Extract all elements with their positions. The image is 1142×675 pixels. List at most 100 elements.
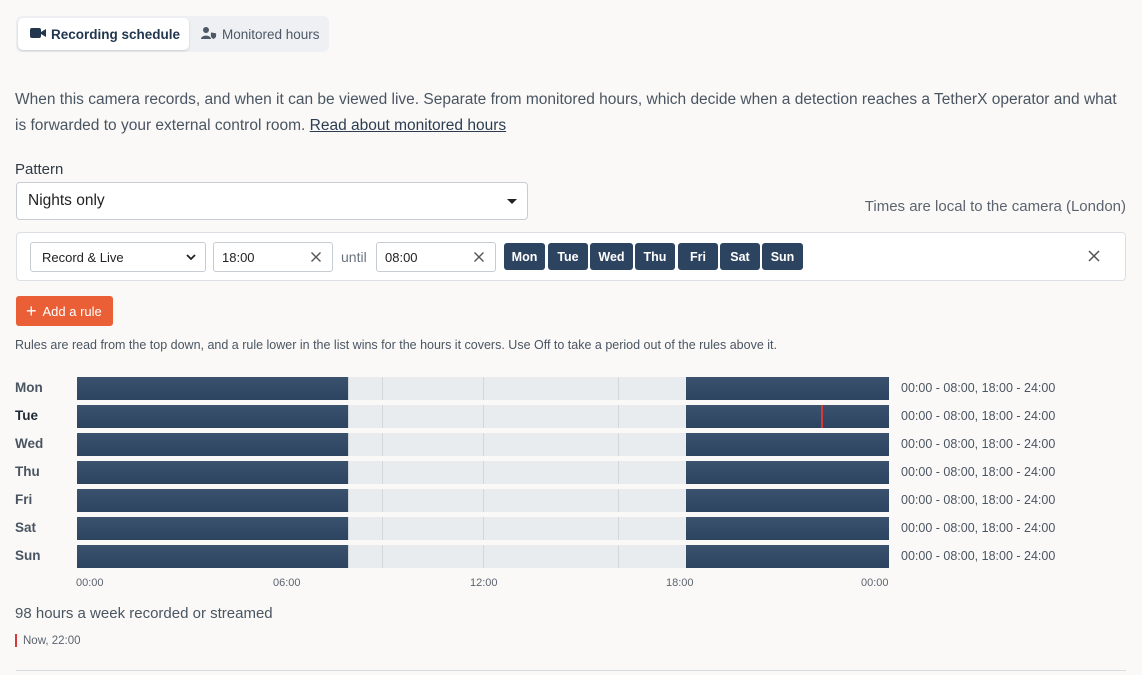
person-shield-icon	[201, 26, 222, 43]
axis-tick: 00:00	[76, 577, 104, 589]
schedule-track[interactable]	[77, 433, 889, 456]
from-time-value: 18:00	[222, 249, 255, 265]
hour-gridline	[347, 405, 349, 428]
divider	[16, 670, 1126, 671]
axis-tick: 12:00	[470, 577, 498, 589]
description-text: When this camera records, and when it ca…	[15, 91, 1117, 134]
schedule-day-label: Mon	[15, 380, 43, 395]
schedule-track[interactable]	[77, 489, 889, 512]
chevron-down-icon	[185, 251, 197, 266]
hour-gridline	[618, 545, 620, 568]
recording-segment	[77, 405, 348, 428]
hour-gridline	[618, 377, 620, 400]
description: When this camera records, and when it ca…	[15, 87, 1125, 139]
add-rule-button[interactable]: + Add a rule	[16, 296, 113, 326]
now-marker	[821, 405, 824, 428]
recording-segment	[77, 433, 348, 456]
schedule-day-summary: 00:00 - 08:00, 18:00 - 24:00	[901, 409, 1056, 423]
pattern-value: Nights only	[28, 192, 105, 209]
hour-gridline	[347, 489, 349, 512]
hour-gridline	[483, 461, 484, 484]
schedule-day-summary: 00:00 - 08:00, 18:00 - 24:00	[901, 437, 1056, 451]
video-camera-icon	[30, 27, 51, 42]
schedule-day-label: Thu	[15, 464, 40, 479]
hour-gridline	[483, 489, 484, 512]
tab-monitored-hours[interactable]: Monitored hours	[199, 18, 324, 50]
hour-gridline	[618, 489, 620, 512]
recording-segment	[686, 461, 889, 484]
rule-card: Record & Live 18:00 until 08:00 Mon Tue …	[16, 232, 1126, 281]
hour-gridline	[483, 377, 484, 400]
schedule-track[interactable]	[77, 377, 889, 400]
tab-recording-schedule[interactable]: Recording schedule	[18, 18, 189, 50]
schedule-day-label: Tue	[15, 408, 38, 423]
axis-tick: 18:00	[666, 577, 694, 589]
schedule-day-summary: 00:00 - 08:00, 18:00 - 24:00	[901, 465, 1056, 479]
hour-gridline	[381, 377, 383, 400]
hour-gridline	[618, 433, 620, 456]
recording-segment	[77, 461, 348, 484]
schedule-day-label: Sun	[15, 548, 41, 563]
weekly-total: 98 hours a week recorded or streamed	[15, 605, 273, 622]
schedule-day-summary: 00:00 - 08:00, 18:00 - 24:00	[901, 549, 1056, 563]
recording-segment	[77, 517, 348, 540]
hour-gridline	[381, 545, 383, 568]
tab-label: Monitored hours	[222, 26, 320, 42]
day-toggle-mon[interactable]: Mon	[504, 243, 545, 270]
monitored-hours-link[interactable]: Read about monitored hours	[309, 117, 507, 134]
rules-note: Rules are read from the top down, and a …	[15, 338, 777, 352]
day-toggle-fri[interactable]: Fri	[678, 243, 718, 270]
axis-tick: 00:00	[861, 577, 889, 589]
day-toggle-thu[interactable]: Thu	[635, 243, 675, 270]
to-time-input[interactable]: 08:00	[376, 242, 496, 272]
from-time-input[interactable]: 18:00	[213, 242, 333, 272]
recording-segment	[686, 377, 889, 400]
hour-gridline	[483, 433, 484, 456]
now-legend: Now, 22:00	[15, 634, 81, 647]
hour-gridline	[483, 405, 484, 428]
day-toggle-wed[interactable]: Wed	[590, 243, 633, 270]
pattern-select[interactable]: Nights only	[16, 182, 528, 220]
hour-gridline	[347, 517, 349, 540]
hour-gridline	[618, 405, 620, 428]
hour-gridline	[347, 433, 349, 456]
timezone-note: Times are local to the camera (London)	[864, 198, 1126, 215]
schedule-day-summary: 00:00 - 08:00, 18:00 - 24:00	[901, 521, 1056, 535]
until-label: until	[341, 249, 367, 265]
hour-gridline	[618, 517, 620, 540]
hour-gridline	[347, 545, 349, 568]
schedule-day-label: Sat	[15, 520, 37, 535]
recording-segment	[77, 545, 348, 568]
recording-segment	[77, 377, 348, 400]
to-time-value: 08:00	[385, 249, 418, 265]
clear-from-icon[interactable]	[310, 251, 322, 266]
day-toggle-sun[interactable]: Sun	[762, 243, 803, 270]
hour-gridline	[483, 517, 484, 540]
remove-rule-icon[interactable]	[1087, 249, 1101, 268]
recording-segment	[686, 433, 889, 456]
hour-gridline	[347, 377, 349, 400]
caret-down-icon	[507, 199, 517, 204]
schedule-day-summary: 00:00 - 08:00, 18:00 - 24:00	[901, 381, 1056, 395]
hour-gridline	[381, 517, 383, 540]
schedule-day-label: Wed	[15, 436, 44, 451]
day-toggle-tue[interactable]: Tue	[548, 243, 588, 270]
schedule-day-summary: 00:00 - 08:00, 18:00 - 24:00	[901, 493, 1056, 507]
plus-icon: +	[26, 301, 37, 321]
schedule-track[interactable]	[77, 545, 889, 568]
hour-gridline	[483, 545, 484, 568]
hour-gridline	[381, 461, 383, 484]
hour-gridline	[347, 461, 349, 484]
schedule-track[interactable]	[77, 405, 889, 428]
add-rule-label: Add a rule	[42, 303, 102, 319]
recording-segment	[686, 405, 889, 428]
recording-segment	[686, 489, 889, 512]
mode-select[interactable]: Record & Live	[30, 242, 206, 272]
hour-gridline	[618, 461, 620, 484]
pattern-label: Pattern	[15, 161, 64, 178]
schedule-track[interactable]	[77, 461, 889, 484]
clear-to-icon[interactable]	[473, 251, 485, 266]
day-toggle-sat[interactable]: Sat	[720, 243, 760, 270]
schedule-track[interactable]	[77, 517, 889, 540]
hour-gridline	[381, 433, 383, 456]
